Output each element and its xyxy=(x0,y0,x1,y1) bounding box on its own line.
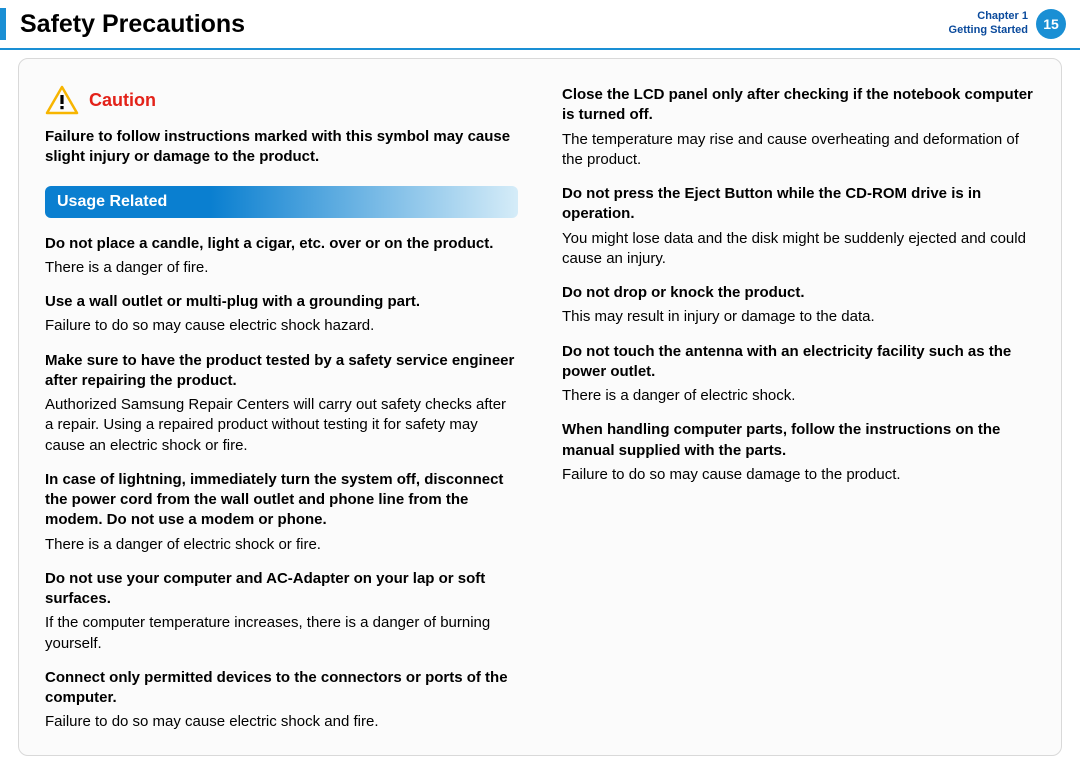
items-list: Do not place a candle, light a cigar, et… xyxy=(45,85,1035,737)
section-header: Usage Related xyxy=(45,186,518,218)
chapter-label: Chapter 1 Getting Started xyxy=(949,10,1028,38)
chapter-line2: Getting Started xyxy=(949,24,1028,38)
caution-heading: Caution xyxy=(45,85,518,115)
precaution-item: Use a wall outlet or multi-plug with a g… xyxy=(45,292,518,337)
precaution-body: You might lose data and the disk might b… xyxy=(562,229,1035,270)
precaution-body: Authorized Samsung Repair Centers will c… xyxy=(45,395,518,456)
precaution-heading: Close the LCD panel only after checking … xyxy=(562,85,1035,126)
precaution-heading: When handling computer parts, follow the… xyxy=(562,420,1035,461)
precaution-heading: Use a wall outlet or multi-plug with a g… xyxy=(45,292,518,312)
page-number: 15 xyxy=(1043,16,1059,32)
precaution-body: This may result in injury or damage to t… xyxy=(562,307,1035,327)
precaution-item: Close the LCD panel only after checking … xyxy=(562,85,1035,170)
precaution-item: Do not drop or knock the product. This ma… xyxy=(562,283,1035,328)
precaution-body: If the computer temperature increases, t… xyxy=(45,613,518,654)
caution-triangle-icon xyxy=(45,85,79,115)
page-header: Safety Precautions Chapter 1 Getting Sta… xyxy=(0,0,1080,50)
precaution-heading: Do not use your computer and AC-Adapter … xyxy=(45,569,518,610)
caution-intro: Failure to follow instructions marked wi… xyxy=(45,127,518,168)
precaution-item: Make sure to have the product tested by … xyxy=(45,351,518,456)
precaution-heading: Do not place a candle, light a cigar, et… xyxy=(45,234,518,254)
precaution-body: Failure to do so may cause electric shoc… xyxy=(45,712,518,732)
precaution-item: In case of lightning, immediately turn t… xyxy=(45,470,518,555)
precaution-item: Do not place a candle, light a cigar, et… xyxy=(45,234,518,279)
precaution-item: Do not touch the antenna with an electri… xyxy=(562,342,1035,407)
header-left: Safety Precautions xyxy=(0,8,245,40)
section-title: Usage Related xyxy=(57,193,167,211)
precaution-item: Do not use your computer and AC-Adapter … xyxy=(45,569,518,654)
precaution-heading: Do not press the Eject Button while the … xyxy=(562,184,1035,225)
precaution-body: There is a danger of electric shock or f… xyxy=(45,535,518,555)
precaution-body: Failure to do so may cause damage to the… xyxy=(562,465,1035,485)
precaution-heading: Connect only permitted devices to the co… xyxy=(45,668,518,709)
content-panel: Caution Failure to follow instructions m… xyxy=(18,58,1062,756)
precaution-heading: Do not touch the antenna with an electri… xyxy=(562,342,1035,383)
precaution-heading: Make sure to have the product tested by … xyxy=(45,351,518,392)
accent-bar xyxy=(0,8,6,40)
precaution-item: Do not press the Eject Button while the … xyxy=(562,184,1035,269)
precaution-heading: Do not drop or knock the product. xyxy=(562,283,1035,303)
caution-label: Caution xyxy=(89,90,156,111)
page-number-badge: 15 xyxy=(1036,9,1066,39)
precaution-heading: In case of lightning, immediately turn t… xyxy=(45,470,518,531)
chapter-line1: Chapter 1 xyxy=(949,10,1028,24)
precaution-body: The temperature may rise and cause overh… xyxy=(562,130,1035,171)
precaution-body: There is a danger of fire. xyxy=(45,258,518,278)
precaution-body: There is a danger of electric shock. xyxy=(562,386,1035,406)
precaution-item: Connect only permitted devices to the co… xyxy=(45,668,518,733)
precaution-item: When handling computer parts, follow the… xyxy=(562,420,1035,485)
precaution-body: Failure to do so may cause electric shoc… xyxy=(45,316,518,336)
page-title: Safety Precautions xyxy=(20,10,245,39)
header-right: Chapter 1 Getting Started 15 xyxy=(949,9,1066,39)
